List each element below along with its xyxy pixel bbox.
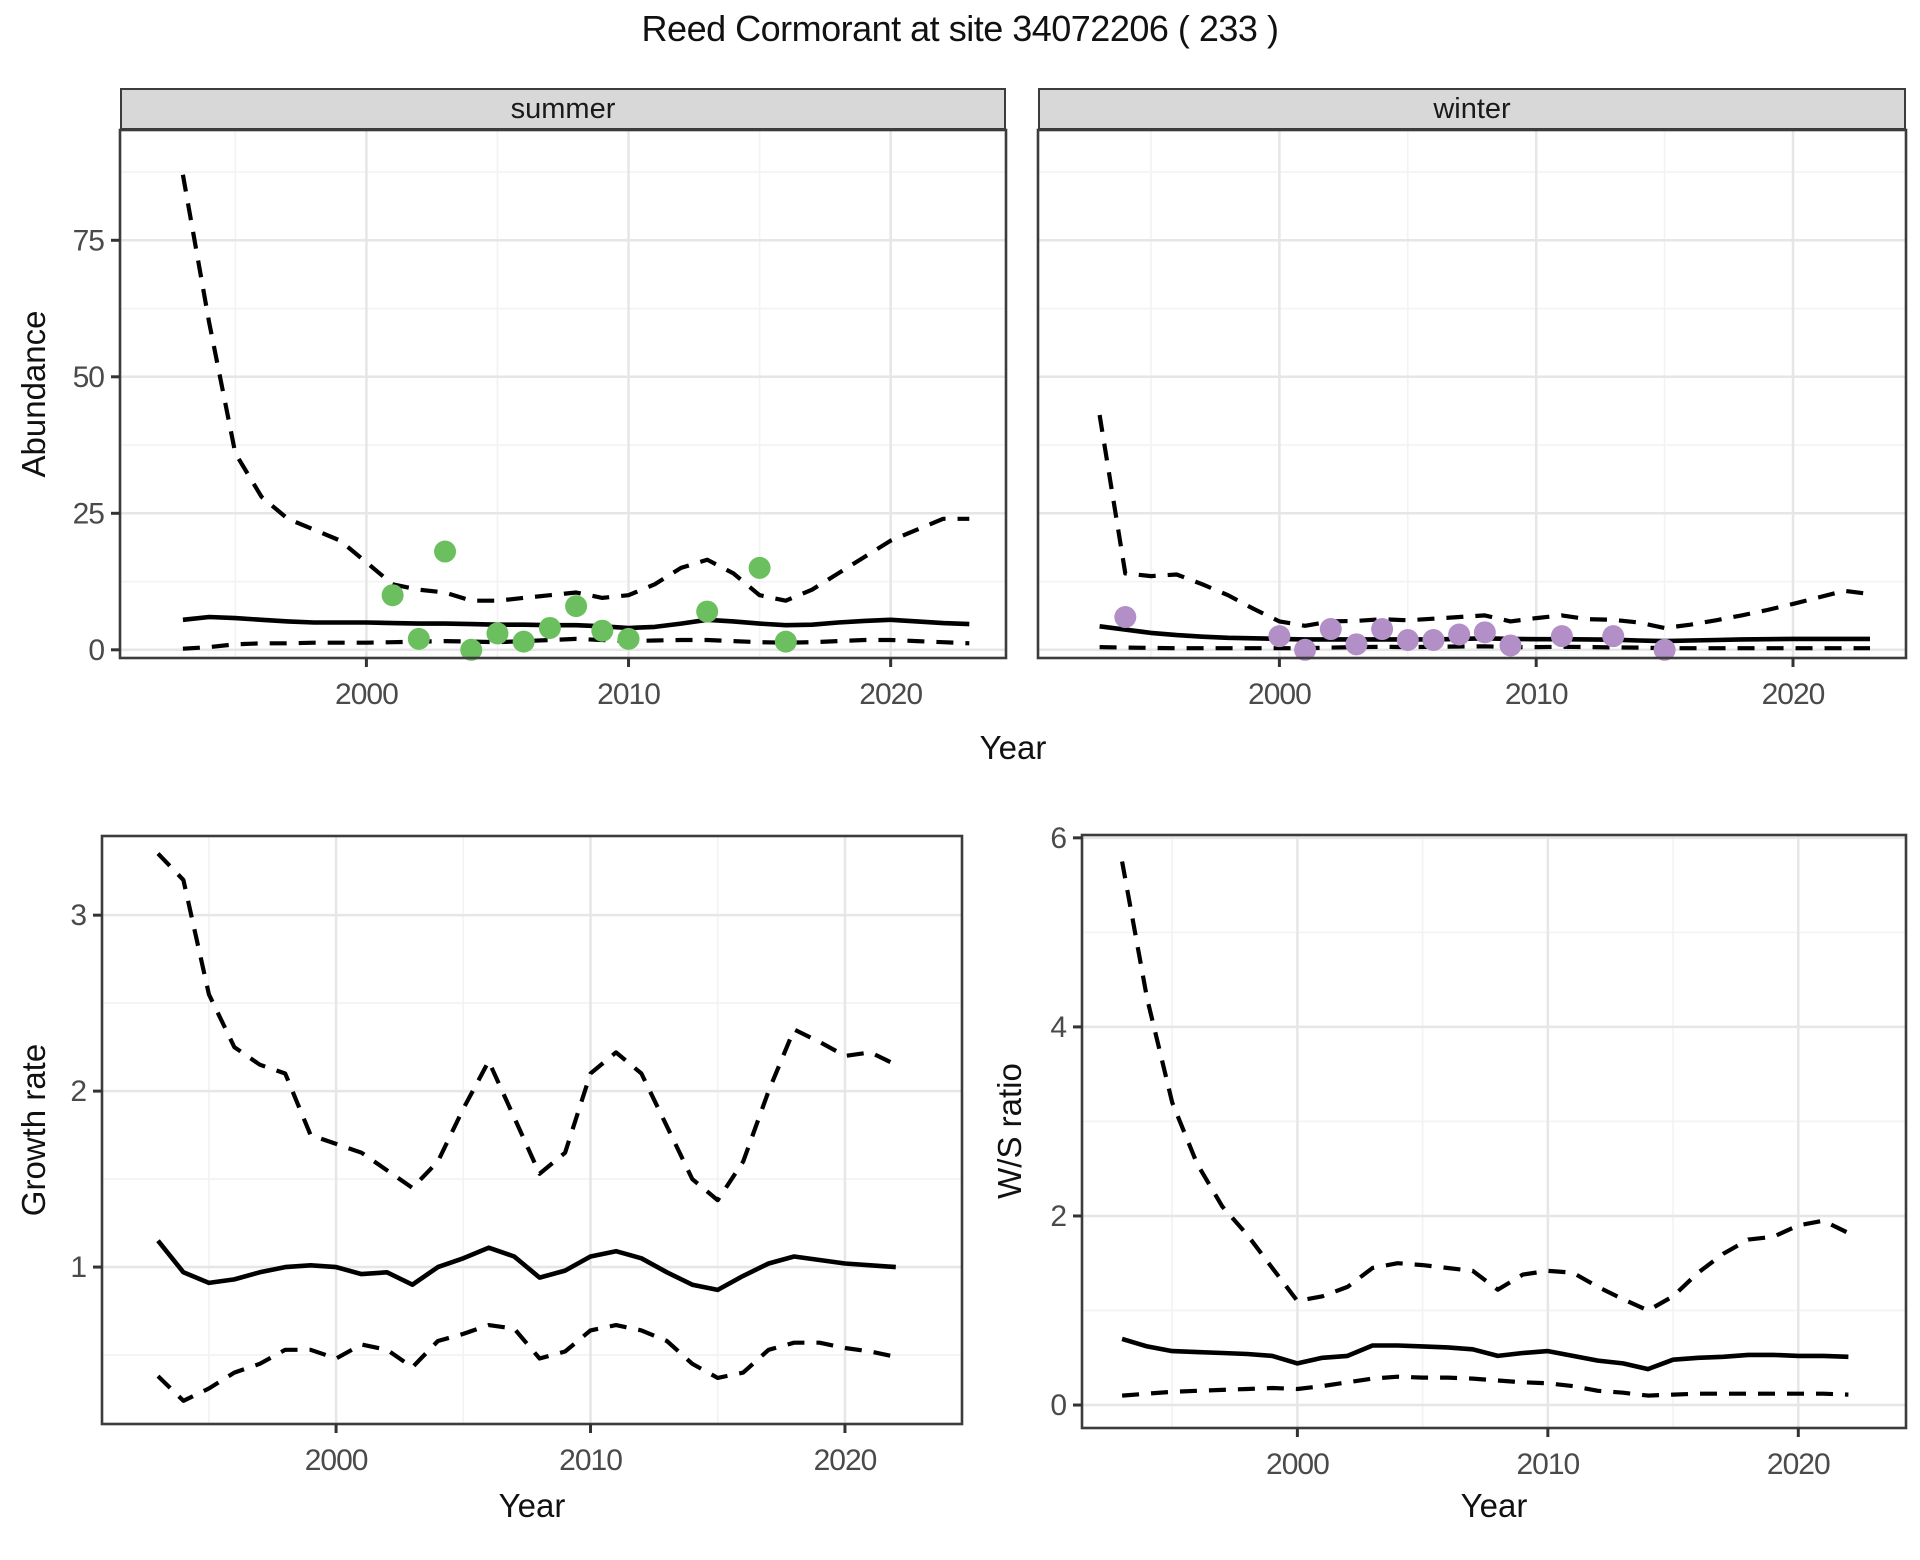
series-lines <box>156 852 897 1403</box>
x-tick-label: 2010 <box>559 1444 622 1477</box>
x-tick-label: 2000 <box>305 1444 368 1477</box>
x-tick-label: 2020 <box>1767 1448 1830 1481</box>
data-point <box>1396 628 1419 651</box>
y-tick-label: 3 <box>70 899 86 932</box>
data-point <box>1422 628 1445 651</box>
series-lines <box>1120 861 1850 1398</box>
x-tick-label: 2020 <box>859 678 922 711</box>
data-point <box>538 616 561 639</box>
x-tick-label: 2020 <box>1762 678 1825 711</box>
data-point <box>434 540 457 563</box>
x-tick-label: 2010 <box>1505 678 1568 711</box>
data-point <box>1550 625 1573 648</box>
observed-points <box>1114 606 1676 661</box>
data-point <box>1294 638 1317 661</box>
series-line-upper_95ci <box>180 174 970 603</box>
data-point <box>1499 634 1522 657</box>
data-point <box>748 556 771 579</box>
series-line-upper_95ci <box>1120 861 1850 1313</box>
panel-background <box>1038 130 1906 658</box>
year-axis-title-top: Year <box>979 729 1047 766</box>
data-point <box>1371 618 1394 641</box>
panel-background <box>1082 835 1906 1428</box>
y-tick-label: 4 <box>1050 1011 1066 1044</box>
data-point <box>1114 606 1137 629</box>
y-tick-label: 2 <box>70 1075 86 1108</box>
data-point <box>565 595 588 618</box>
growth-rate-axis-title: Growth rate <box>15 1043 52 1217</box>
data-point <box>1653 638 1676 661</box>
x-tick-label: 2000 <box>1248 678 1311 711</box>
data-point <box>1448 623 1471 646</box>
y-tick-label: 0 <box>1050 1389 1066 1422</box>
panel-border <box>118 128 1008 660</box>
series-line-mean <box>156 1239 896 1293</box>
series-line-mean <box>182 614 970 631</box>
series-line-lower_95ci <box>1099 644 1870 651</box>
x-tick-label: 2000 <box>1266 1448 1329 1481</box>
panel-abundance-winter: 2000 2010 2020 <box>1036 128 1908 711</box>
panel-background <box>102 836 962 1424</box>
y-tick-label: 0 <box>88 634 104 667</box>
facet-strip-winter-label: winter <box>1433 92 1511 125</box>
series-line-mean <box>1121 1336 1849 1372</box>
chart-title: Reed Cormorant at site 34072206 ( 233 ) <box>641 8 1279 49</box>
panel-background <box>120 130 1006 658</box>
data-point <box>381 584 404 607</box>
data-point <box>512 630 535 653</box>
year-axis-title-bottom-left: Year <box>498 1487 566 1524</box>
data-point <box>617 627 640 650</box>
facet-strip-winter: winter <box>1038 88 1906 130</box>
data-point <box>407 627 430 650</box>
series-line-upper_95ci <box>1097 414 1871 631</box>
ws-ratio-axis-title: W/S ratio <box>991 1063 1028 1199</box>
series-line-lower_95ci <box>156 1323 897 1403</box>
x-tick-label: 2010 <box>1516 1448 1579 1481</box>
abundance-axis-title: Abundance <box>15 310 52 478</box>
panel-growth-rate: 2000 2010 2020 1 2 3 <box>70 834 964 1477</box>
y-tick-label: 6 <box>1050 822 1066 855</box>
x-tick-label: 2020 <box>814 1444 877 1477</box>
data-point <box>1602 625 1625 648</box>
data-point <box>696 600 719 623</box>
series-line-lower_95ci <box>182 636 970 651</box>
data-point <box>486 622 509 645</box>
data-point <box>1268 625 1291 648</box>
data-point <box>1319 618 1342 641</box>
panel-ws-ratio: 2000 2010 2020 0 2 4 6 <box>1050 822 1908 1481</box>
y-tick-label: 25 <box>73 497 105 530</box>
panel-abundance-summer: 2000 2010 2020 0 25 50 75 <box>73 128 1008 711</box>
facet-strip-summer-label: summer <box>510 92 616 125</box>
data-point <box>591 619 614 642</box>
x-tick-label: 2010 <box>597 678 660 711</box>
panel-border <box>1036 128 1908 660</box>
y-tick-label: 1 <box>70 1251 86 1284</box>
panel-border <box>100 834 964 1426</box>
y-tick-label: 75 <box>73 224 105 257</box>
y-tick-label: 2 <box>1050 1200 1066 1233</box>
series-line-lower_95ci <box>1121 1374 1849 1398</box>
x-tick-label: 2000 <box>335 678 398 711</box>
data-point <box>460 638 483 661</box>
data-point <box>1473 621 1496 644</box>
data-point <box>774 630 797 653</box>
panel-border <box>1080 833 1908 1430</box>
observed-points <box>381 540 797 661</box>
y-tick-label: 50 <box>73 361 105 394</box>
series-lines <box>180 174 970 651</box>
facet-strip-summer: summer <box>120 88 1006 130</box>
series-line-upper_95ci <box>156 852 897 1203</box>
data-point <box>1345 633 1368 656</box>
year-axis-title-bottom-right: Year <box>1460 1487 1528 1524</box>
